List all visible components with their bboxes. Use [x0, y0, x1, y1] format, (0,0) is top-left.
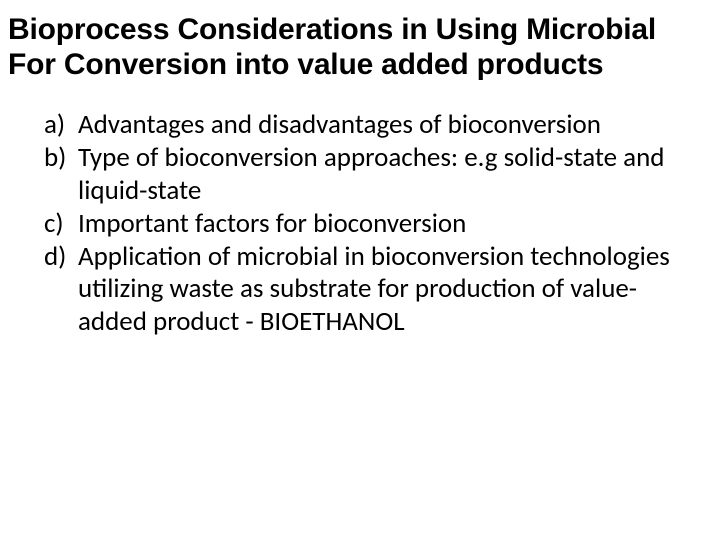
list-item: b) Type of bioconversion approaches: e.g… [44, 142, 674, 208]
list-marker: b) [44, 142, 78, 208]
list-item: a) Advantages and disadvantages of bioco… [44, 109, 674, 142]
list-text: Advantages and disadvantages of bioconve… [78, 109, 674, 142]
slide-title: Bioprocess Considerations in Using Micro… [8, 12, 710, 83]
title-line-1: Bioprocess Considerations in Using Micro… [8, 13, 656, 46]
list-marker: a) [44, 109, 78, 142]
list-marker: c) [44, 208, 78, 241]
list-text: Application of microbial in bioconversio… [78, 241, 674, 340]
list-marker: d) [44, 241, 78, 340]
list-text: Important factors for bioconversion [78, 208, 674, 241]
list-item: c) Important factors for bioconversion [44, 208, 674, 241]
list-text: Type of bioconversion approaches: e.g so… [78, 142, 674, 208]
slide: Bioprocess Considerations in Using Micro… [0, 0, 720, 540]
title-line-2: For Conversion into value added products [8, 48, 603, 81]
slide-body: a) Advantages and disadvantages of bioco… [8, 109, 710, 340]
list-item: d) Application of microbial in bioconver… [44, 241, 674, 340]
